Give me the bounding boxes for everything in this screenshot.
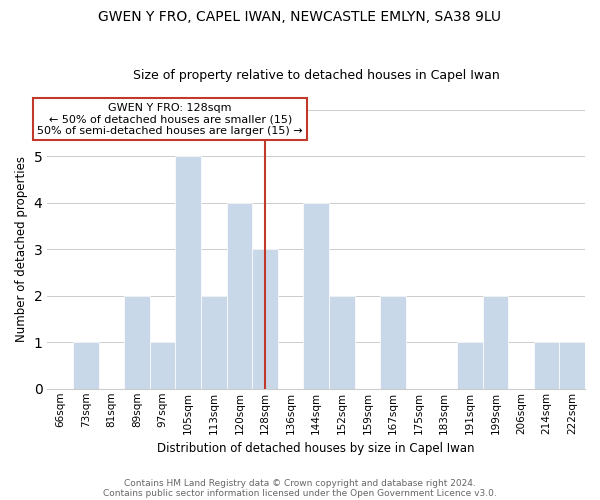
Y-axis label: Number of detached properties: Number of detached properties <box>15 156 28 342</box>
Text: Contains public sector information licensed under the Open Government Licence v3: Contains public sector information licen… <box>103 488 497 498</box>
Bar <box>380 296 406 389</box>
X-axis label: Distribution of detached houses by size in Capel Iwan: Distribution of detached houses by size … <box>157 442 475 455</box>
Title: Size of property relative to detached houses in Capel Iwan: Size of property relative to detached ho… <box>133 69 500 82</box>
Bar <box>73 342 98 389</box>
Bar <box>534 342 559 389</box>
Text: GWEN Y FRO: 128sqm
← 50% of detached houses are smaller (15)
50% of semi-detache: GWEN Y FRO: 128sqm ← 50% of detached hou… <box>37 102 303 136</box>
Text: GWEN Y FRO, CAPEL IWAN, NEWCASTLE EMLYN, SA38 9LU: GWEN Y FRO, CAPEL IWAN, NEWCASTLE EMLYN,… <box>98 10 502 24</box>
Bar <box>201 296 227 389</box>
Bar <box>457 342 482 389</box>
Bar <box>124 296 150 389</box>
Bar <box>482 296 508 389</box>
Bar <box>252 249 278 389</box>
Bar <box>304 202 329 389</box>
Text: Contains HM Land Registry data © Crown copyright and database right 2024.: Contains HM Land Registry data © Crown c… <box>124 478 476 488</box>
Bar <box>150 342 175 389</box>
Bar <box>329 296 355 389</box>
Bar <box>559 342 585 389</box>
Bar <box>175 156 201 389</box>
Bar <box>227 202 252 389</box>
